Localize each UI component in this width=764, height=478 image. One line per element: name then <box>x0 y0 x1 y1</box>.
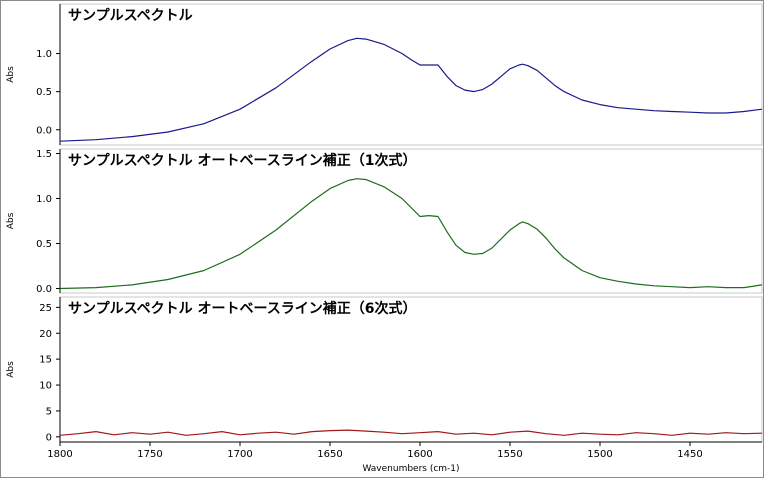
x-tick-label: 1800 <box>47 449 72 460</box>
spectrum-line-3 <box>59 429 763 436</box>
y-axis-title: Abs <box>6 361 16 378</box>
panel-title: サンプルスペクトル <box>68 8 193 24</box>
x-axis-title: Wavenumbers (cm-1) <box>362 464 459 474</box>
x-tick-label: 1450 <box>677 449 702 460</box>
spectrum-line-1 <box>59 37 763 142</box>
y-tick-label: 0.0 <box>36 284 52 295</box>
panel-title: サンプルスペクトル オートベースライン補正（1次式） <box>68 152 417 169</box>
y-axis-title: Abs <box>6 212 16 229</box>
y-tick-label: 10 <box>39 381 52 392</box>
spectrum-line-2 <box>59 178 763 290</box>
y-tick-label: 20 <box>39 329 52 340</box>
x-tick-label: 1550 <box>497 449 522 460</box>
x-tick-label: 1650 <box>317 449 342 460</box>
y-tick-label: 1.0 <box>36 49 52 60</box>
y-tick-label: 0.0 <box>36 125 52 136</box>
y-tick-label: 1.5 <box>36 149 52 160</box>
y-tick-label: 0.5 <box>36 239 52 250</box>
x-tick-label: 1500 <box>587 449 612 460</box>
panel-3: 0 5 10 15 20 25 Abs サンプルスペクトル オートベースライン補正（6次式） <box>6 296 763 443</box>
y-tick-label: 5 <box>46 406 52 417</box>
x-tick-label: 1750 <box>137 449 162 460</box>
y-tick-label: 1.0 <box>36 194 52 205</box>
y-axis-title: Abs <box>6 66 16 83</box>
x-tick-label: 1600 <box>407 449 432 460</box>
y-tick-label: 25 <box>39 303 52 314</box>
panel-2: 0.0 0.5 1.0 1.5 Abs サンプルスペクトル オートベースライン補正（1次式… <box>6 148 763 295</box>
panel-title: サンプルスペクトル オートベースライン補正（6次式） <box>68 300 417 317</box>
x-tick-label: 1700 <box>227 449 252 460</box>
y-tick-label: 15 <box>39 355 52 366</box>
y-tick-label: 0 <box>46 432 52 443</box>
panel-1: 0.0 0.5 1.0 Abs サンプルスペクトル <box>6 3 763 146</box>
y-tick-label: 0.5 <box>36 87 52 98</box>
